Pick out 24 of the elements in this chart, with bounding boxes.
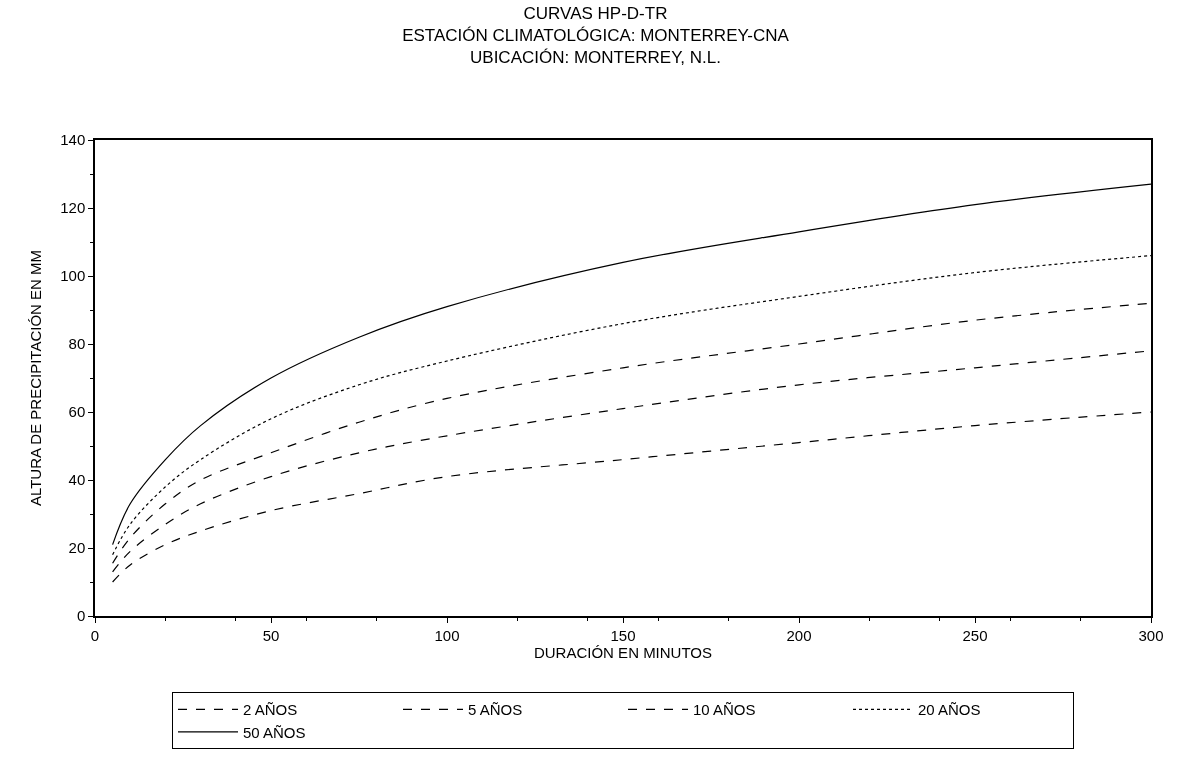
y-tick-label: 140 bbox=[60, 131, 86, 149]
x-tick-label: 200 bbox=[786, 626, 812, 644]
x-tick-label: 0 bbox=[90, 626, 100, 644]
x-axis-title: DURACIÓN EN MINUTOS bbox=[533, 643, 713, 661]
legend-label: 5 AÑOS bbox=[468, 701, 523, 719]
y-tick-label: 120 bbox=[60, 199, 86, 217]
chart-subtitle: ESTACIÓN CLIMATOLÓGICA: MONTERREY-CNA UBICACIÓN: MONTERREY, N.L. bbox=[402, 26, 790, 68]
legend-label: 20 AÑOS bbox=[918, 701, 981, 719]
y-tick-label: 40 bbox=[68, 471, 86, 489]
legend-label: 50 AÑOS bbox=[243, 723, 306, 741]
x-tick-label: 50 bbox=[262, 626, 280, 644]
legend-label: 10 AÑOS bbox=[693, 701, 756, 719]
y-tick-label: 80 bbox=[68, 335, 86, 353]
y-tick-label: 60 bbox=[68, 403, 86, 421]
y-axis-title: ALTURA DE PRECIPITACIÓN EN MM bbox=[26, 249, 44, 507]
legend-label: 2 AÑOS bbox=[243, 701, 298, 719]
x-tick-label: 100 bbox=[434, 626, 460, 644]
y-tick-label: 100 bbox=[60, 267, 86, 285]
x-tick-label: 150 bbox=[610, 626, 636, 644]
y-tick-label: 0 bbox=[76, 607, 86, 625]
x-tick-label: 300 bbox=[1138, 626, 1164, 644]
x-tick-label: 250 bbox=[962, 626, 988, 644]
chart-title: CURVAS HP-D-TR bbox=[523, 4, 668, 24]
y-tick-label: 20 bbox=[68, 539, 86, 557]
